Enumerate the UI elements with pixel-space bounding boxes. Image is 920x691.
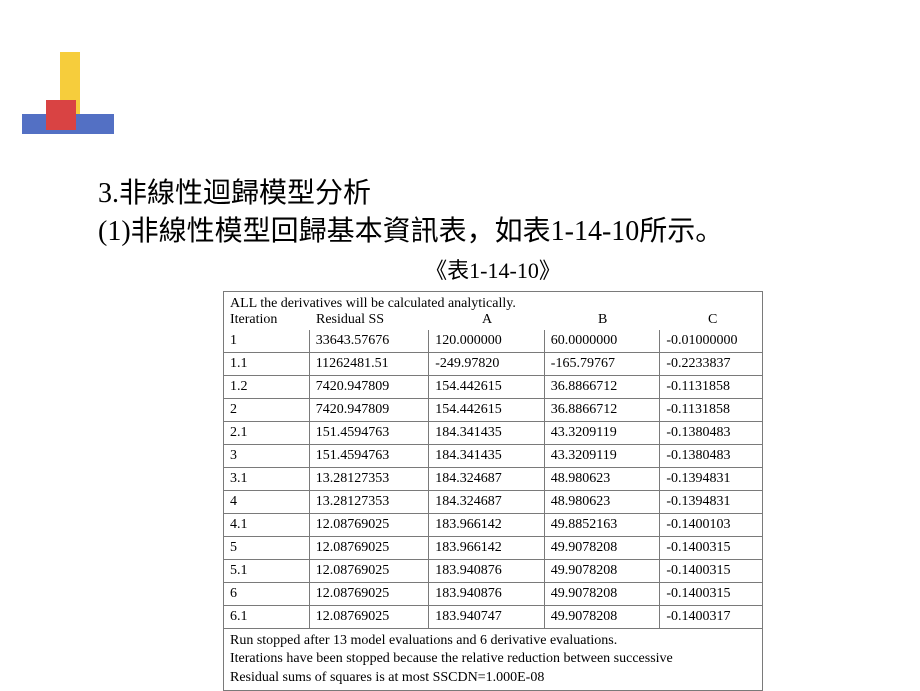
cell-c: -0.01000000 xyxy=(660,330,762,352)
cell-iteration: 5.1 xyxy=(224,560,310,582)
cell-residual: 12.08769025 xyxy=(310,606,430,628)
cell-iteration: 2 xyxy=(224,399,310,421)
cell-a: 184.324687 xyxy=(429,491,545,513)
cell-iteration: 1.2 xyxy=(224,376,310,398)
cell-b: 43.3209119 xyxy=(545,422,661,444)
table-row: 1.1 11262481.51 -249.97820 -165.79767 -0… xyxy=(224,352,762,375)
cell-c: -0.2233837 xyxy=(660,353,762,375)
cell-residual: 13.28127353 xyxy=(310,468,430,490)
cell-b: 43.3209119 xyxy=(545,445,661,467)
table-row: 4 13.28127353 184.324687 48.980623 -0.13… xyxy=(224,490,762,513)
table-footer: Run stopped after 13 model evaluations a… xyxy=(224,628,762,691)
cell-a: 120.000000 xyxy=(429,330,545,352)
cell-residual: 12.08769025 xyxy=(310,583,430,605)
header-iteration: Iteration xyxy=(230,312,277,328)
cell-b: -165.79767 xyxy=(545,353,661,375)
table-row: 5 12.08769025 183.966142 49.9078208 -0.1… xyxy=(224,536,762,559)
cell-iteration: 6.1 xyxy=(224,606,310,628)
footer-line-1: Run stopped after 13 model evaluations a… xyxy=(230,632,756,651)
cell-c: -0.1400315 xyxy=(660,583,762,605)
cell-iteration: 1.1 xyxy=(224,353,310,375)
table-row: 5.1 12.08769025 183.940876 49.9078208 -0… xyxy=(224,559,762,582)
logo-red-square xyxy=(46,100,76,130)
cell-a: 183.966142 xyxy=(429,514,545,536)
header-a: A xyxy=(482,312,492,328)
cell-residual: 7420.947809 xyxy=(310,399,430,421)
table-row: 3 151.4594763 184.341435 43.3209119 -0.1… xyxy=(224,444,762,467)
cell-b: 36.8866712 xyxy=(545,399,661,421)
header-b: B xyxy=(598,312,607,328)
cell-c: -0.1394831 xyxy=(660,468,762,490)
cell-b: 48.980623 xyxy=(545,491,661,513)
cell-c: -0.1131858 xyxy=(660,399,762,421)
cell-residual: 12.08769025 xyxy=(310,537,430,559)
table-row: 6.1 12.08769025 183.940747 49.9078208 -0… xyxy=(224,605,762,628)
table-row: 3.1 13.28127353 184.324687 48.980623 -0.… xyxy=(224,467,762,490)
cell-a: 183.940876 xyxy=(429,560,545,582)
cell-residual: 7420.947809 xyxy=(310,376,430,398)
cell-residual: 13.28127353 xyxy=(310,491,430,513)
cell-residual: 33643.57676 xyxy=(310,330,430,352)
cell-a: 154.442615 xyxy=(429,376,545,398)
cell-c: -0.1380483 xyxy=(660,422,762,444)
cell-c: -0.1400103 xyxy=(660,514,762,536)
cell-b: 49.8852163 xyxy=(545,514,661,536)
cell-residual: 11262481.51 xyxy=(310,353,430,375)
cell-residual: 151.4594763 xyxy=(310,422,430,444)
cell-iteration: 2.1 xyxy=(224,422,310,444)
cell-c: -0.1131858 xyxy=(660,376,762,398)
heading-line-2: (1)非線性模型回歸基本資訊表，如表1-14-10所示。 xyxy=(98,213,888,251)
cell-a: -249.97820 xyxy=(429,353,545,375)
cell-a: 183.940876 xyxy=(429,583,545,605)
cell-a: 154.442615 xyxy=(429,399,545,421)
cell-a: 184.341435 xyxy=(429,445,545,467)
cell-iteration: 1 xyxy=(224,330,310,352)
slide-content: 3.非線性迴歸模型分析 (1)非線性模型回歸基本資訊表，如表1-14-10所示。… xyxy=(98,175,888,691)
table-row: 4.1 12.08769025 183.966142 49.8852163 -0… xyxy=(224,513,762,536)
cell-b: 49.9078208 xyxy=(545,537,661,559)
cell-residual: 12.08769025 xyxy=(310,514,430,536)
cell-b: 49.9078208 xyxy=(545,560,661,582)
table-row: 6 12.08769025 183.940876 49.9078208 -0.1… xyxy=(224,582,762,605)
cell-b: 49.9078208 xyxy=(545,583,661,605)
cell-iteration: 6 xyxy=(224,583,310,605)
cell-b: 60.0000000 xyxy=(545,330,661,352)
cell-a: 184.341435 xyxy=(429,422,545,444)
table-header-row: Iteration Residual SS A B C xyxy=(224,312,762,330)
table-row: 2.1 151.4594763 184.341435 43.3209119 -0… xyxy=(224,421,762,444)
cell-iteration: 4.1 xyxy=(224,514,310,536)
iteration-table: ALL the derivatives will be calculated a… xyxy=(223,291,763,691)
cell-b: 48.980623 xyxy=(545,468,661,490)
header-c: C xyxy=(708,312,717,328)
cell-iteration: 4 xyxy=(224,491,310,513)
cell-a: 183.966142 xyxy=(429,537,545,559)
cell-c: -0.1394831 xyxy=(660,491,762,513)
cell-c: -0.1380483 xyxy=(660,445,762,467)
footer-line-2: Iterations have been stopped because the… xyxy=(230,650,756,669)
cell-b: 36.8866712 xyxy=(545,376,661,398)
cell-iteration: 3 xyxy=(224,445,310,467)
table-row: 1 33643.57676 120.000000 60.0000000 -0.0… xyxy=(224,330,762,352)
cell-c: -0.1400315 xyxy=(660,537,762,559)
table-top-text: ALL the derivatives will be calculated a… xyxy=(224,292,762,312)
cell-b: 49.9078208 xyxy=(545,606,661,628)
footer-line-3: Residual sums of squares is at most SSCD… xyxy=(230,669,756,688)
cell-iteration: 5 xyxy=(224,537,310,559)
cell-residual: 151.4594763 xyxy=(310,445,430,467)
cell-residual: 12.08769025 xyxy=(310,560,430,582)
cell-c: -0.1400317 xyxy=(660,606,762,628)
table-row: 1.2 7420.947809 154.442615 36.8866712 -0… xyxy=(224,375,762,398)
cell-c: -0.1400315 xyxy=(660,560,762,582)
table-row: 2 7420.947809 154.442615 36.8866712 -0.1… xyxy=(224,398,762,421)
cell-a: 184.324687 xyxy=(429,468,545,490)
heading-line-1: 3.非線性迴歸模型分析 xyxy=(98,175,888,213)
cell-iteration: 3.1 xyxy=(224,468,310,490)
table-caption: 《表1-14-10》 xyxy=(98,253,888,285)
header-residual-ss: Residual SS xyxy=(316,312,384,328)
cell-a: 183.940747 xyxy=(429,606,545,628)
